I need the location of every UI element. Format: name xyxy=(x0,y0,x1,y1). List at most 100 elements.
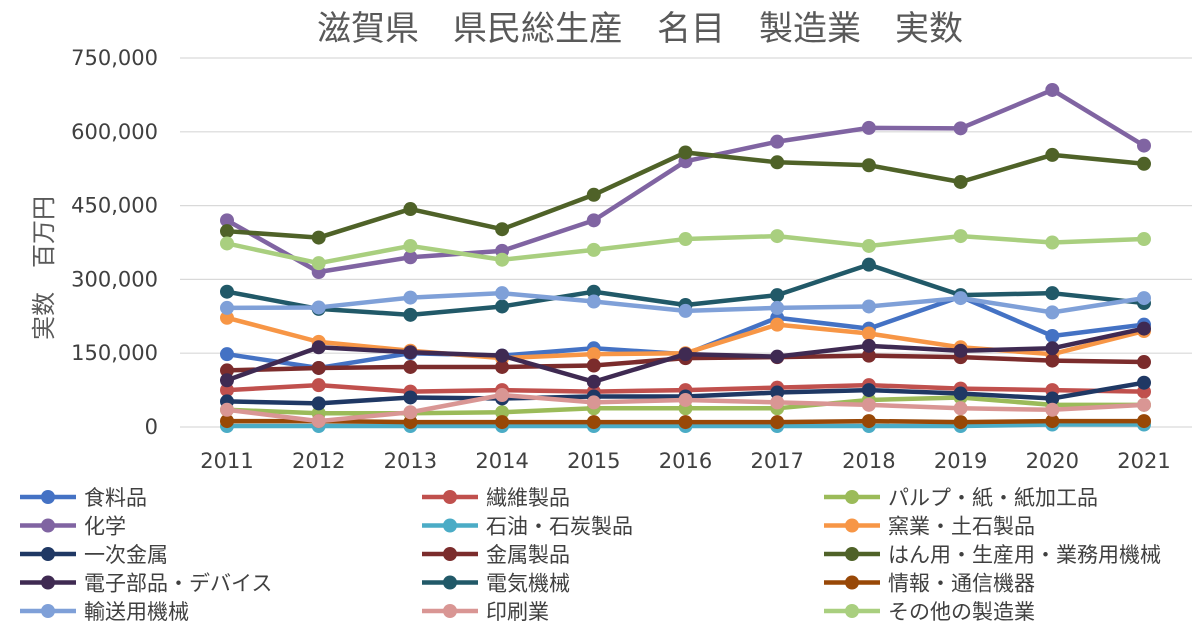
data-point xyxy=(861,348,876,363)
legend-swatch-marker xyxy=(41,490,55,504)
y-tick-label: 300,000 xyxy=(71,267,158,291)
data-point xyxy=(495,252,510,267)
data-point xyxy=(586,358,601,373)
series-8 xyxy=(220,145,1151,245)
data-point xyxy=(1137,156,1151,171)
series-13 xyxy=(220,388,1151,429)
data-point xyxy=(220,373,234,388)
data-point xyxy=(1137,397,1151,412)
data-point xyxy=(861,326,876,341)
data-point xyxy=(770,288,785,303)
legend-item: その他の製造業 xyxy=(824,600,1035,624)
data-point xyxy=(770,415,785,430)
data-point xyxy=(403,405,418,420)
legend-item: 食料品 xyxy=(20,486,147,510)
data-point xyxy=(403,415,418,430)
legend-label: 電気機械 xyxy=(486,572,570,596)
chart-title: 滋賀県 県民総生産 名目 製造業 実数 xyxy=(317,9,963,49)
data-point xyxy=(311,256,326,271)
data-point xyxy=(678,415,693,430)
x-tick-label: 2016 xyxy=(659,449,712,473)
x-tick-label: 2011 xyxy=(200,449,253,473)
data-point xyxy=(1045,235,1060,250)
data-point xyxy=(311,378,326,393)
x-tick-label: 2017 xyxy=(750,449,803,473)
data-point xyxy=(770,395,785,410)
x-tick-label: 2012 xyxy=(292,449,345,473)
data-point xyxy=(861,383,876,398)
legend-swatch-marker xyxy=(845,604,859,618)
data-point xyxy=(1045,286,1060,301)
data-point xyxy=(678,145,693,160)
data-point xyxy=(953,386,968,401)
data-point xyxy=(495,222,510,237)
y-tick-label: 600,000 xyxy=(71,120,158,144)
data-point xyxy=(953,121,968,136)
y-tick-label: 750,000 xyxy=(71,46,158,70)
data-point xyxy=(220,224,234,239)
legend-swatch-marker xyxy=(845,547,859,561)
data-point xyxy=(220,213,234,228)
data-point xyxy=(1045,353,1060,368)
x-tick-label: 2020 xyxy=(1026,449,1079,473)
legend-item: 窯業・土石製品 xyxy=(824,515,1035,539)
data-point xyxy=(220,414,234,429)
y-tick-label: 450,000 xyxy=(71,194,158,218)
legend-item: 繊維製品 xyxy=(422,486,570,510)
data-point xyxy=(220,284,234,299)
data-point xyxy=(403,250,418,265)
data-point xyxy=(586,374,601,389)
x-tick-label: 2021 xyxy=(1117,449,1170,473)
legend-label: 金属製品 xyxy=(486,543,570,567)
x-tick-label: 2014 xyxy=(475,449,528,473)
data-point xyxy=(403,307,418,322)
data-point xyxy=(770,385,785,400)
data-point xyxy=(403,345,418,360)
data-point xyxy=(678,232,693,247)
data-point xyxy=(586,187,601,202)
data-point xyxy=(1045,82,1060,97)
legend-item: 一次金属 xyxy=(20,543,168,567)
legend-label: 石油・石炭製品 xyxy=(486,515,633,539)
data-point xyxy=(403,290,418,305)
data-point xyxy=(678,303,693,318)
series-lines xyxy=(220,82,1151,434)
data-point xyxy=(495,299,510,314)
legend-label: 輸送用機械 xyxy=(84,600,189,624)
legend-item: 電子部品・デバイス xyxy=(20,572,272,596)
data-point xyxy=(1137,138,1151,153)
data-point xyxy=(495,388,510,403)
data-point xyxy=(403,238,418,253)
y-tick-labels: 0 150,000 300,000 450,000 600,000 750,000 xyxy=(71,46,158,439)
data-point xyxy=(861,257,876,272)
data-point xyxy=(495,286,510,301)
legend-swatch-marker xyxy=(845,490,859,504)
legend-swatch-marker xyxy=(41,547,55,561)
data-point xyxy=(311,396,326,411)
data-point xyxy=(953,401,968,416)
data-point xyxy=(1045,391,1060,406)
legend-swatch-marker xyxy=(443,547,457,561)
data-point xyxy=(770,134,785,149)
series-3 xyxy=(220,82,1151,280)
legend-label: その他の製造業 xyxy=(888,600,1035,624)
data-point xyxy=(586,294,601,309)
data-point xyxy=(770,300,785,315)
legend-swatch-marker xyxy=(845,518,859,533)
data-point xyxy=(953,343,968,358)
x-tick-labels: 2011 2012 2013 2014 2015 2016 2017 2018 2019 2020… xyxy=(200,449,1170,473)
data-point xyxy=(1137,355,1151,370)
y-axis-label: 実数 百万円 xyxy=(30,196,58,340)
data-point xyxy=(1137,375,1151,390)
legend-item: はん用・生産用・業務用機械 xyxy=(824,543,1161,567)
legend-item: 金属製品 xyxy=(422,543,570,567)
data-point xyxy=(220,347,234,362)
data-point xyxy=(1045,147,1060,162)
data-point xyxy=(586,284,601,299)
series-12 xyxy=(220,286,1151,320)
data-point xyxy=(220,236,234,251)
data-point xyxy=(586,347,601,362)
series-14 xyxy=(220,229,1151,271)
